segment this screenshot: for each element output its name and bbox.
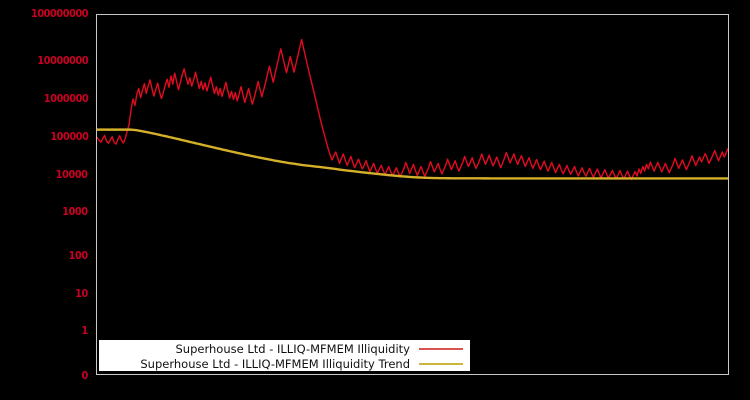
y-axis-tick-10000000: 10000000 [37, 55, 88, 67]
legend-swatch-illiquidity [419, 347, 463, 350]
series-line-illiquidity [97, 38, 728, 181]
y-axis-tick-10000: 10000 [56, 169, 88, 181]
y-axis-tick-100000000: 100000000 [30, 8, 89, 20]
y-axis-tick-100: 100 [68, 250, 88, 262]
y-axis-tick-100000: 100000 [49, 131, 88, 143]
y-axis-tick-0: 0 [81, 370, 89, 382]
y-axis-tick-1000: 1000 [62, 206, 89, 218]
legend-swatch-illiquidity-trend [419, 362, 463, 365]
y-axis-tick-1000000: 1000000 [43, 93, 89, 105]
y-axis-tick-1: 1 [81, 325, 89, 337]
legend-item-illiquidity-trend: Superhouse Ltd - ILLIQ-MFMEM Illiquidity… [100, 356, 469, 371]
legend-label-illiquidity: Superhouse Ltd - ILLIQ-MFMEM Illiquidity [175, 341, 411, 356]
chart-legend: Superhouse Ltd - ILLIQ-MFMEM Illiquidity… [99, 340, 470, 371]
legend-item-illiquidity: Superhouse Ltd - ILLIQ-MFMEM Illiquidity [100, 341, 469, 356]
y-axis-tick-10: 10 [75, 288, 88, 300]
plot-area [96, 14, 729, 375]
y-axis: 100000000 10000000 1000000 100000 10000 1000 1… [0, 0, 96, 400]
series-line-illiquidity-trend [97, 128, 728, 180]
series-canvas [97, 38, 728, 181]
legend-label-illiquidity-trend: Superhouse Ltd - ILLIQ-MFMEM Illiquidity… [140, 356, 410, 371]
